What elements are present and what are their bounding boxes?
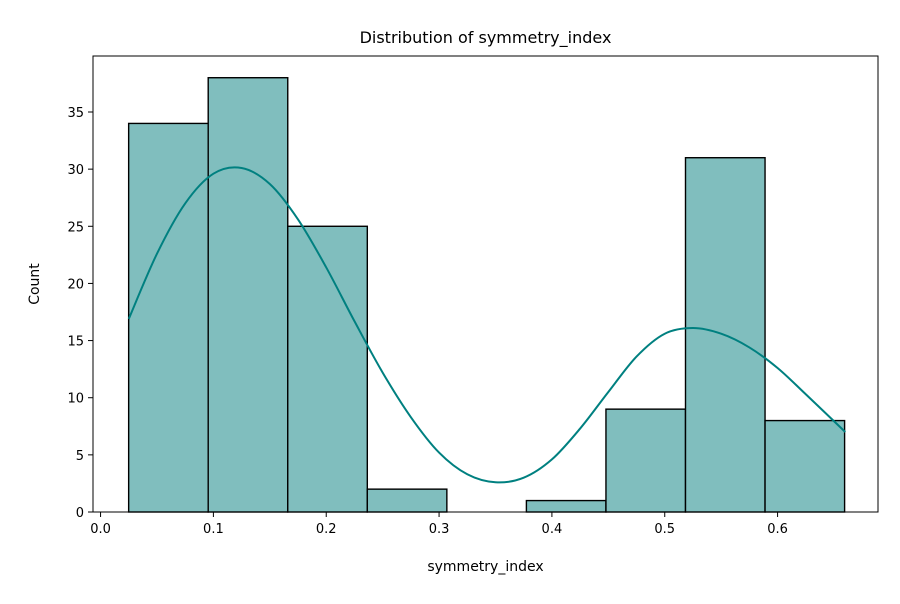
chart-title: Distribution of symmetry_index xyxy=(360,28,612,48)
x-axis: 0.0 0.1 0.2 0.3 0.4 0.5 0.6 xyxy=(90,512,788,537)
x-tick-label: 0.6 xyxy=(767,522,788,537)
y-axis-label: Count xyxy=(27,263,43,305)
kde-layer xyxy=(127,166,846,484)
y-tick-label: 20 xyxy=(67,277,84,292)
x-tick-label: 0.5 xyxy=(654,522,675,537)
x-tick-label: 0.1 xyxy=(203,522,224,537)
plot-frame xyxy=(92,55,879,513)
histogram-bar xyxy=(764,419,846,513)
y-tick-label: 5 xyxy=(76,449,84,464)
histogram-bar xyxy=(525,499,607,513)
y-tick-label: 25 xyxy=(67,220,84,235)
y-tick-label: 10 xyxy=(67,392,84,407)
histogram-bar xyxy=(127,122,209,513)
x-tick-label: 0.2 xyxy=(316,522,337,537)
x-axis-label: symmetry_index xyxy=(427,559,543,575)
x-tick-label: 0.0 xyxy=(90,522,111,537)
x-tick-label: 0.4 xyxy=(542,522,563,537)
y-axis: 0 5 10 15 20 25 30 35 xyxy=(67,106,93,521)
histogram-bar xyxy=(605,408,687,513)
y-tick-label: 0 xyxy=(76,506,84,521)
kde-line xyxy=(127,166,846,484)
y-tick-label: 35 xyxy=(67,106,84,121)
y-tick-label: 30 xyxy=(67,163,84,178)
bars-layer xyxy=(127,77,846,513)
x-tick-label: 0.3 xyxy=(429,522,450,537)
histogram-bar xyxy=(287,225,369,513)
y-tick-label: 15 xyxy=(67,335,84,350)
histogram-bar xyxy=(366,488,448,513)
histogram-bar xyxy=(207,77,289,513)
